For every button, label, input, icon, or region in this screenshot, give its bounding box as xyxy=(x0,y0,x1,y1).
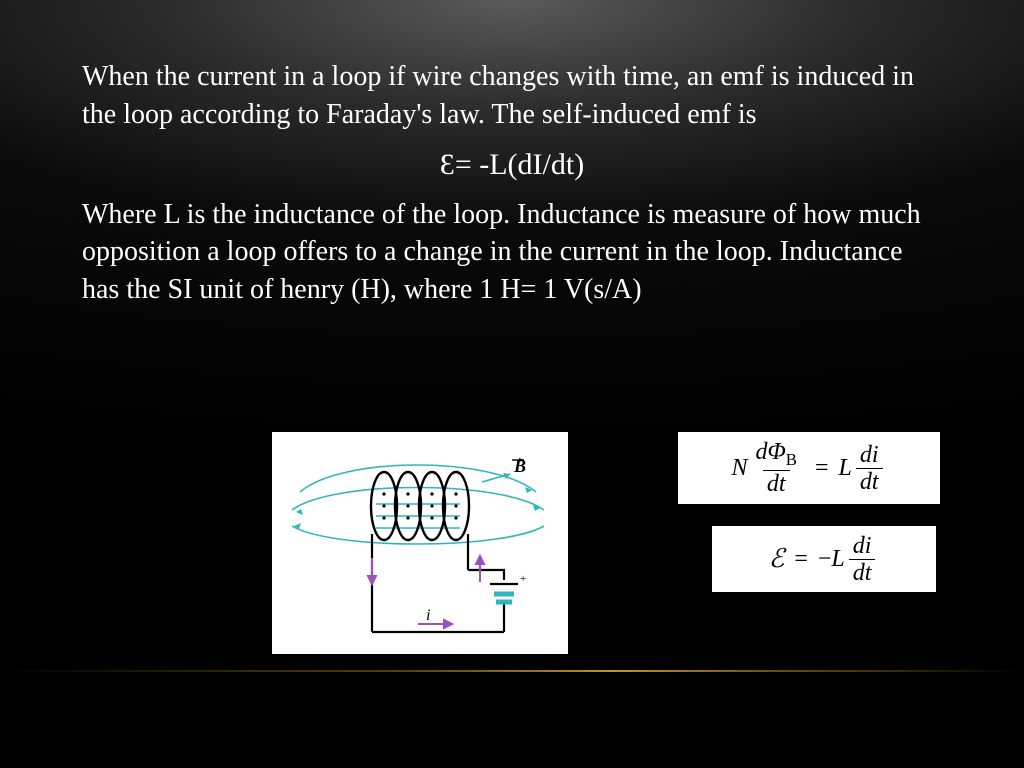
eq2-emf: ℰ xyxy=(769,544,785,574)
eq1-equals: = xyxy=(815,455,829,482)
eq1-L: L xyxy=(839,455,852,482)
eq2-frac: di dt xyxy=(849,534,876,585)
accent-divider xyxy=(0,670,1024,672)
eq1-frac-left: dΦB dt xyxy=(751,440,800,496)
svg-text:+: + xyxy=(520,573,526,585)
battery-icon: + xyxy=(490,573,526,602)
equation-box-flux: N dΦB dt = L di dt xyxy=(678,432,940,504)
coil-loops xyxy=(371,472,469,540)
eq2-minus: − xyxy=(818,546,832,573)
eq1-frac-right: di dt xyxy=(856,443,883,494)
paragraph-explain: Where L is the inductance of the loop. I… xyxy=(82,196,942,309)
equation-box-emf: ℰ = − L di dt xyxy=(712,526,936,592)
slide-body: When the current in a loop if wire chang… xyxy=(0,0,1024,309)
inductor-diagram: + B i xyxy=(272,432,568,654)
formula-text: Ɛ= -L(dI/dt) xyxy=(440,148,584,181)
eq2-L: L xyxy=(831,546,844,573)
label-i: i xyxy=(426,607,430,624)
formula-inline: Ɛ= -L(dI/dt) xyxy=(82,148,942,182)
circuit-wires xyxy=(372,534,504,632)
inductor-svg: + B i xyxy=(272,432,568,654)
eq1-N: N xyxy=(731,455,747,482)
eq2-equals: = xyxy=(794,546,808,573)
paragraph-intro: When the current in a loop if wire chang… xyxy=(82,58,942,134)
